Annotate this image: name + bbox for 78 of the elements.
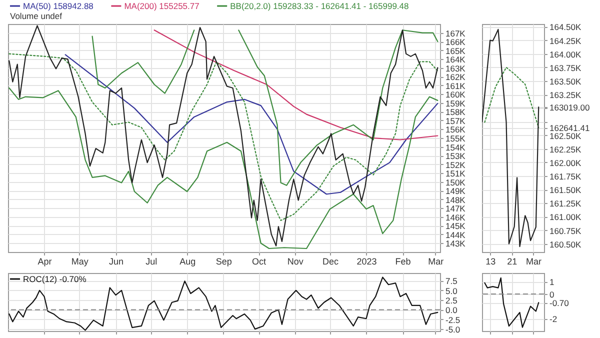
legend-label: ROC(12) -0.70% — [23, 274, 87, 284]
y-tick-label: 161.50K — [550, 185, 582, 196]
x-tick-label: Feb — [395, 256, 411, 266]
y-tick-label: 0 — [550, 289, 554, 300]
y-tick-label: 149K — [446, 186, 466, 196]
line-series — [8, 25, 438, 246]
y-tick-label: 164.25K — [550, 36, 582, 46]
y-tick-label: 5.0 — [446, 286, 458, 296]
y-tick-label: 151K — [446, 168, 466, 179]
y-tick-label: 163K — [446, 63, 466, 74]
y-tick-label: 154K — [446, 142, 466, 152]
y-tick-label: 163.75K — [550, 62, 582, 73]
y-tick-label: 162.00K — [550, 158, 582, 168]
legend-label: BB(20,2.0) 159283.33 - 162641.41 - 165999.48 — [230, 1, 410, 11]
y-tick-label: -2 — [550, 314, 558, 324]
y-tick-label: 161.25K — [550, 198, 582, 209]
y-tick-label: 156K — [446, 124, 466, 135]
y-tick-label: 146K — [446, 212, 466, 222]
y-tick-label: 159K — [446, 98, 466, 108]
x-tick-label: Sep — [216, 256, 232, 266]
x-tick-label: Apr — [38, 256, 52, 266]
legend-label: MA(50) 158942.88 — [23, 1, 94, 11]
y-tick-label: -0.70 — [550, 298, 570, 308]
x-tick-label: Dec — [322, 256, 339, 266]
y-tick-label: 143K — [446, 238, 466, 249]
y-tick-label: 158K — [446, 107, 466, 118]
x-tick-label: Aug — [180, 256, 196, 266]
x-tick-label: 21 — [507, 256, 518, 266]
y-tick-label: 162.25K — [550, 144, 582, 154]
y-tick-label: 160K — [446, 90, 466, 100]
line-series — [8, 276, 438, 331]
y-tick-label: 144K — [446, 230, 466, 240]
y-tick-label: 145K — [446, 221, 466, 232]
y-tick-label: 163.25K — [550, 90, 582, 100]
y-tick-label: 161K — [446, 80, 466, 91]
x-tick-label: 2023 — [356, 256, 377, 266]
line-series — [8, 87, 438, 250]
y-tick-label: 150K — [446, 177, 466, 188]
y-tick-label: 165K — [446, 46, 466, 56]
y-tick-label: 164K — [446, 54, 466, 65]
y-tick-label: 166K — [446, 37, 466, 48]
y-tick-label: 160.75K — [550, 226, 582, 236]
line-series — [8, 53, 438, 221]
x-tick-label: Jul — [146, 256, 158, 266]
x-tick-label: Mar — [526, 256, 542, 266]
y-tick-label: 1 — [550, 277, 554, 288]
y-tick-label: 160.50K — [550, 239, 582, 250]
y-tick-label: 161.00K — [550, 212, 582, 222]
y-tick-label: 162K — [446, 72, 466, 82]
legend-label: MA(200) 155255.77 — [124, 1, 200, 11]
y-tick-label: -2.5 — [446, 314, 460, 325]
y-tick-label: 155K — [446, 134, 466, 144]
y-tick-label: 153K — [446, 151, 466, 162]
line-series — [64, 54, 438, 195]
y-tick-label: -5.0 — [446, 324, 460, 335]
x-tick-label: Jun — [108, 256, 124, 266]
y-tick-label: 152K — [446, 160, 466, 170]
x-tick-label: Mar — [428, 256, 444, 266]
y-tick-label: 148K — [446, 194, 466, 205]
y-tick-label: 163.50K — [550, 76, 582, 86]
y-tick-label: 164.50K — [550, 22, 582, 32]
y-tick-label: 163019.00 — [550, 102, 590, 113]
y-tick-label: 162.50K — [550, 130, 582, 141]
x-tick-label: Oct — [252, 256, 267, 266]
y-tick-label: 0.0 — [446, 305, 458, 316]
y-tick-label: 2.5 — [446, 296, 458, 306]
y-tick-label: 167K — [446, 28, 466, 38]
y-tick-label: 157K — [446, 116, 466, 126]
y-tick-label: 162641.41 — [550, 123, 590, 134]
y-tick-label: 147K — [446, 204, 466, 214]
y-tick-label: 164.00K — [550, 49, 582, 60]
x-tick-label: Nov — [287, 256, 304, 266]
y-tick-label: 161.75K — [550, 172, 582, 182]
x-tick-label: May — [71, 256, 89, 266]
line-series — [154, 30, 438, 140]
x-tick-label: 13 — [486, 256, 496, 266]
y-tick-label: 7.5 — [446, 276, 458, 286]
text: Volume undef — [10, 11, 63, 21]
